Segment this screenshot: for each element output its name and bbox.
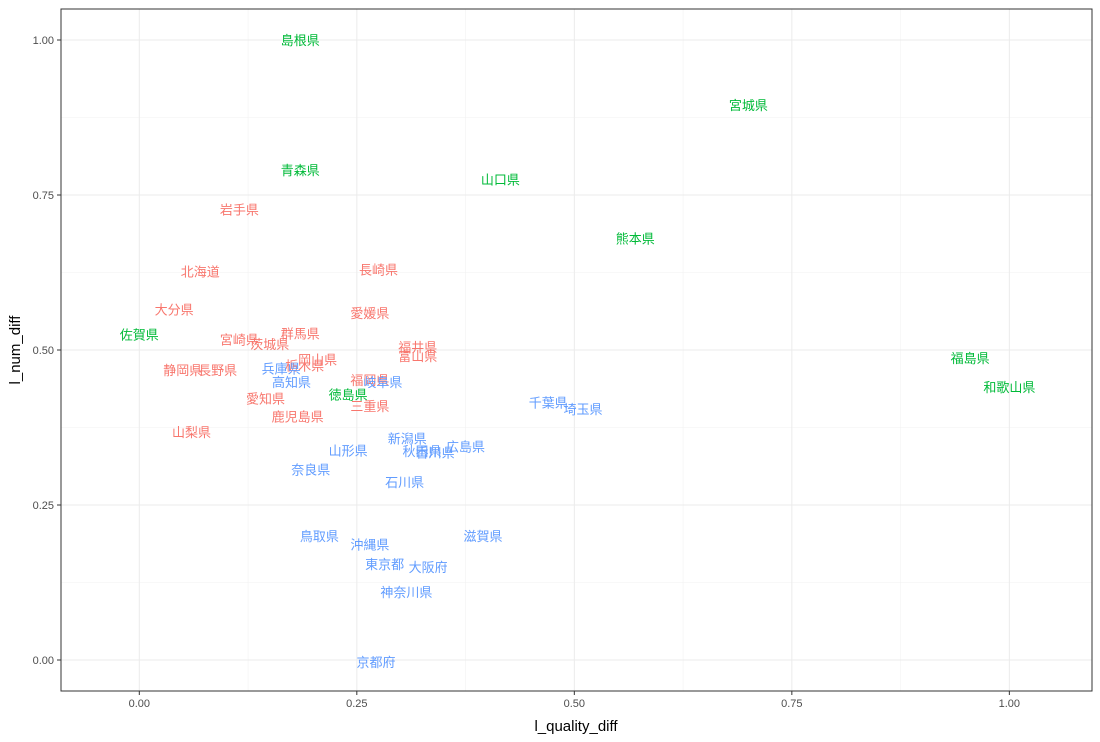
- point-label: 岡山県: [298, 353, 337, 368]
- point-label: 群馬県: [281, 327, 320, 342]
- point-label: 三重県: [350, 399, 389, 415]
- point-label: 高知県: [272, 375, 311, 391]
- point-label: 兵庫県: [262, 363, 301, 378]
- point-label: 滋賀県: [463, 530, 502, 545]
- point-label: 徳島県: [329, 389, 368, 404]
- point-label: 熊本県: [616, 231, 655, 247]
- x-tick-label: 0.50: [564, 698, 585, 710]
- point-label: 山口県: [481, 174, 520, 189]
- x-axis-title: l_quality_diff: [534, 718, 618, 735]
- point-label: 奈良県: [291, 463, 330, 479]
- y-axis-ticks: 0.00 0.25 0.50 0.75 1.00: [33, 35, 61, 667]
- point-label: 長崎県: [359, 263, 398, 278]
- y-axis-title: l_num_diff: [7, 315, 24, 385]
- point-label: 鳥取県: [300, 530, 339, 545]
- point-label: 宮崎県: [220, 332, 259, 348]
- point-label: 岐阜県: [363, 375, 402, 391]
- point-label: 佐賀県: [120, 329, 159, 344]
- point-label: 岩手県: [220, 203, 259, 218]
- point-label: 青森県: [281, 164, 320, 179]
- point-label: 宮城県: [729, 98, 768, 114]
- point-label: 愛媛県: [350, 307, 389, 322]
- point-label: 広島県: [446, 441, 485, 456]
- point-label: 福島県: [951, 352, 990, 367]
- point-label: 北海道: [181, 265, 220, 280]
- point-label: 富山県: [398, 349, 437, 365]
- x-tick-label: 0.75: [781, 698, 802, 710]
- point-label: 東京都: [365, 557, 404, 573]
- y-tick-label: 0.75: [33, 190, 54, 202]
- x-tick-label: 0.25: [346, 698, 367, 710]
- point-label: 石川県: [385, 476, 424, 491]
- point-label: 千葉県: [529, 397, 568, 412]
- point-label: 山形県: [329, 444, 368, 459]
- point-label: 秋田県: [403, 445, 442, 460]
- point-label: 埼玉県: [564, 403, 603, 418]
- point-label: 福井県: [398, 341, 437, 356]
- point-label: 沖縄県: [350, 539, 389, 554]
- grid-lines: [61, 9, 1092, 691]
- point-label: 大分県: [155, 304, 194, 319]
- point-label: 鹿児島県: [272, 409, 324, 425]
- point-label: 神奈川県: [380, 586, 432, 601]
- y-tick-label: 0.25: [33, 500, 54, 512]
- point-label: 島根県: [281, 34, 320, 49]
- point-label: 新潟県: [388, 432, 427, 448]
- point-label: 京都府: [356, 656, 395, 671]
- point-label: 愛知県: [246, 391, 285, 407]
- point-label: 長野県: [198, 364, 237, 379]
- y-tick-label: 0.00: [33, 655, 54, 667]
- point-label: 山梨県: [172, 426, 211, 441]
- point-label: 静岡県: [163, 364, 202, 379]
- x-tick-label: 1.00: [999, 698, 1020, 710]
- point-label: 栃木県: [285, 360, 324, 375]
- point-label: 香川県: [416, 446, 455, 461]
- y-tick-label: 1.00: [33, 35, 54, 47]
- y-tick-label: 0.50: [33, 345, 54, 357]
- point-label: 茨城県: [250, 338, 289, 353]
- point-label: 和歌山県: [983, 381, 1035, 396]
- x-tick-label: 0.00: [129, 698, 150, 710]
- point-label: 大阪府: [409, 561, 448, 576]
- point-label: 福岡県: [350, 374, 389, 389]
- x-axis-ticks: 0.00 0.25 0.50 0.75 1.00: [129, 691, 1020, 710]
